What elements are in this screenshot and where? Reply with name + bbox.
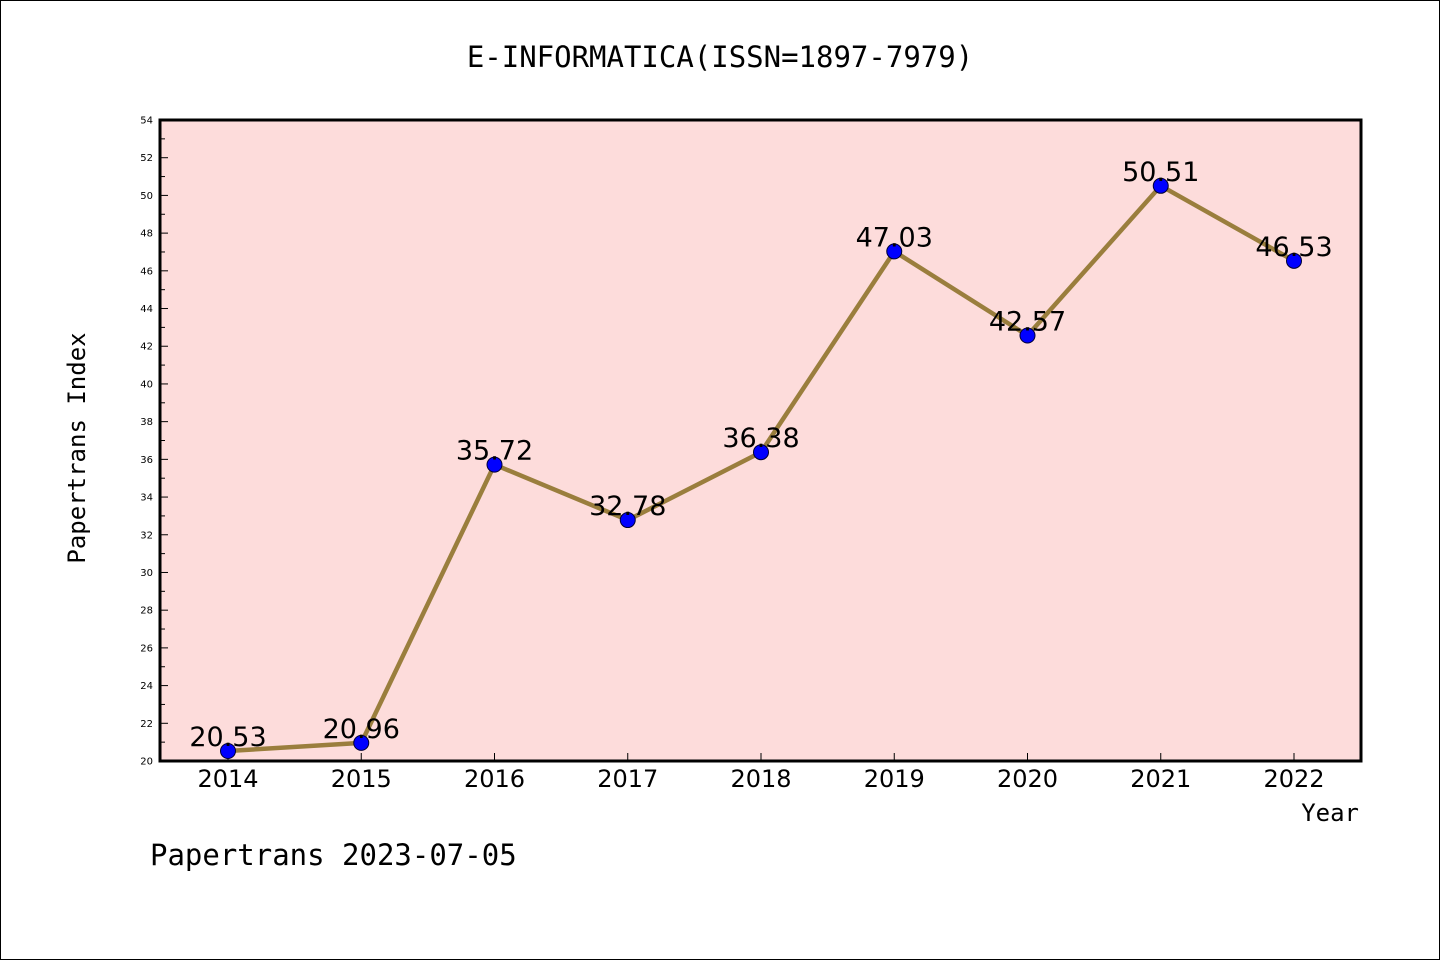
x-axis-title: Year (1301, 799, 1359, 827)
y-axis: 20 22 24 26 28 30 32 34 36 38 40 42 44 46 48 50 52 54 (140, 116, 168, 768)
series-marker-group (220, 177, 1302, 760)
x-tick-label: 2020 (997, 765, 1058, 793)
x-tick-label: 2018 (730, 765, 791, 793)
y-tick-label: 54 (140, 116, 153, 127)
y-tick-label: 36 (140, 455, 153, 466)
data-label-group: 20.53 20.96 35.72 32.78 36.38 47.03 42.57 50.51… (189, 157, 1332, 753)
data-point (486, 456, 503, 473)
footer-text: Papertrans 2023-07-05 (150, 838, 517, 872)
data-label: 36.38 (722, 423, 799, 454)
data-label: 42.57 (989, 306, 1066, 337)
x-tick-label: 2022 (1263, 765, 1324, 793)
data-point (1286, 252, 1302, 269)
data-label: 46.53 (1255, 232, 1332, 263)
data-label: 50.51 (1122, 157, 1199, 188)
data-label: 47.03 (856, 222, 933, 253)
y-tick-label: 26 (140, 643, 153, 654)
data-point (1019, 327, 1036, 344)
y-tick-label: 46 (140, 266, 153, 277)
y-tick-label: 28 (140, 606, 153, 617)
y-tick-label: 50 (140, 191, 153, 202)
x-tick-label: 2021 (1130, 765, 1191, 793)
y-tick-label: 32 (140, 530, 153, 541)
plot-area (158, 118, 1363, 763)
y-tick-label: 20 (140, 757, 153, 768)
y-tick-label: 44 (140, 304, 153, 315)
y-tick-label: 38 (140, 417, 153, 428)
data-point (619, 512, 636, 529)
x-tick-label: 2019 (864, 765, 925, 793)
data-point (753, 444, 769, 461)
x-tick-label: 2016 (464, 765, 525, 793)
data-point (353, 734, 370, 751)
data-label: 32.78 (589, 491, 666, 522)
data-label: 20.96 (323, 714, 400, 745)
y-tick-label: 48 (140, 229, 153, 240)
x-axis: 2014 2015 2016 2017 2018 2019 2020 2021 2022 (197, 753, 1325, 793)
data-label: 35.72 (456, 436, 533, 467)
x-tick-label: 2014 (197, 765, 258, 793)
x-tick-label: 2017 (597, 765, 658, 793)
y-tick-label: 22 (140, 719, 153, 730)
x-tick-label: 2015 (331, 765, 392, 793)
data-label: 20.53 (189, 722, 266, 753)
y-tick-label: 34 (140, 493, 153, 504)
y-tick-label: 40 (140, 379, 153, 390)
y-tick-label: 24 (140, 681, 153, 692)
data-point (886, 243, 903, 260)
y-tick-label: 52 (140, 153, 153, 164)
data-point (1152, 177, 1169, 194)
data-point (220, 743, 236, 760)
y-tick-label: 30 (140, 568, 153, 579)
y-axis-title: Papertrans Index (63, 332, 91, 563)
y-tick-label: 42 (140, 342, 153, 353)
chart-title: E-INFORMATICA(ISSN=1897-7979) (467, 40, 973, 74)
